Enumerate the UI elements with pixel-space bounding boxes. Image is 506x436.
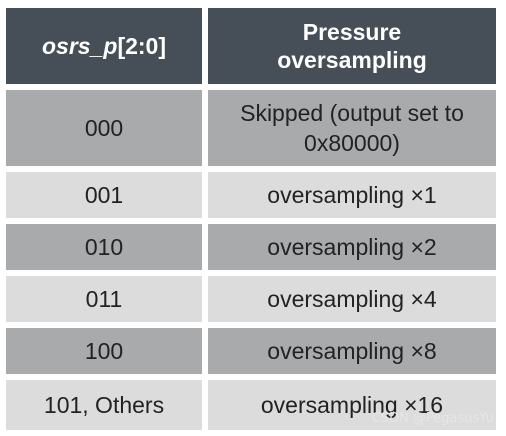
row-code-cell: 101, Others [6, 380, 202, 430]
row-desc: oversampling ×4 [267, 286, 437, 312]
header-line-1: Pressure [302, 19, 402, 45]
row-desc: oversampling ×1 [267, 182, 437, 208]
header-field-bits: [2:0] [117, 33, 166, 59]
header-field-name: osrs_p [42, 33, 118, 59]
row-code: 100 [84, 338, 124, 364]
row-code-cell: 100 [6, 328, 202, 374]
row-desc: Skipped (output set to 0x80000) [240, 100, 464, 156]
watermark: CSDN @PegasusYu [371, 411, 494, 426]
row-desc-cell: oversampling ×16 [208, 380, 496, 430]
row-desc-cell: oversampling ×1 [208, 172, 496, 218]
row-desc-cell: oversampling ×2 [208, 224, 496, 270]
row-desc-cell: Skipped (output set to 0x80000) [208, 90, 496, 166]
header-pressure-oversampling: Pressure oversampling [208, 8, 496, 84]
header-register-field: osrs_p[2:0] [6, 8, 202, 84]
row-code: 010 [84, 234, 124, 260]
row-code-cell: 010 [6, 224, 202, 270]
row-code: 000 [84, 115, 124, 141]
row-code-cell: 000 [6, 90, 202, 166]
row-code: 001 [84, 182, 124, 208]
row-desc: oversampling ×16 [260, 392, 444, 418]
header-line-2: oversampling [277, 47, 427, 73]
row-desc: oversampling ×8 [267, 338, 437, 364]
row-desc: oversampling ×2 [267, 234, 437, 260]
row-desc-cell: oversampling ×4 [208, 276, 496, 322]
row-code: 011 [85, 286, 123, 312]
row-code: 101, Others [43, 392, 165, 418]
row-code-cell: 011 [6, 276, 202, 322]
row-desc-cell: oversampling ×8 [208, 328, 496, 374]
row-code-cell: 001 [6, 172, 202, 218]
